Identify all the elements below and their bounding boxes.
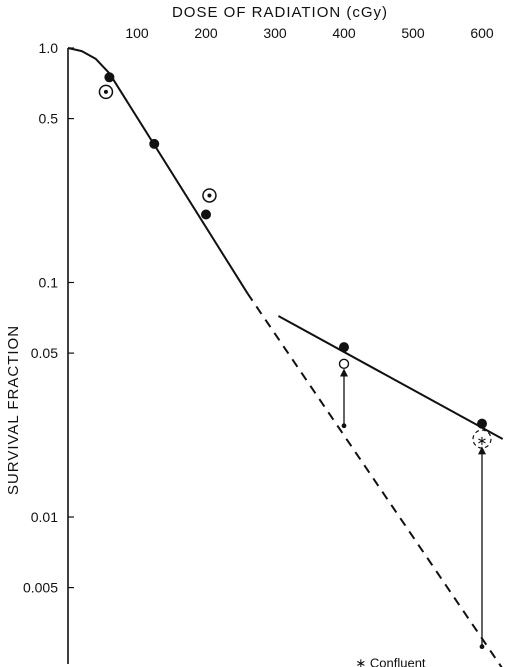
filled-data-point <box>477 418 487 429</box>
x-tick-label: 400 <box>332 25 356 41</box>
y-tick-label: 0.5 <box>39 111 59 127</box>
circled-dot-center <box>103 89 108 94</box>
circled-dot-center <box>207 193 212 198</box>
y-axis-title: SURVIVAL FRACTION <box>5 325 22 495</box>
confluent-marker <box>472 429 492 449</box>
x-tick-label: 300 <box>263 25 287 41</box>
x-axis-ticks: 100 200 300 400 500 600 <box>125 25 494 41</box>
y-tick-label: 0.1 <box>39 275 59 291</box>
x-tick-label: 200 <box>194 25 218 41</box>
chart-annotations: ∗ Confluent <box>355 655 426 667</box>
x-axis-title: DOSE OF RADIATION (cGy) <box>172 4 388 21</box>
open-data-point <box>338 358 350 370</box>
filled-data-point <box>104 72 115 83</box>
shift-arrows <box>340 368 486 647</box>
confluent-note: ∗ Confluent <box>355 655 426 667</box>
data-points: ∗ <box>98 72 492 650</box>
arrow-head <box>478 446 486 455</box>
dashed-extrapolation-line <box>246 292 503 667</box>
circled-dot-point <box>98 84 114 100</box>
x-tick-label: 600 <box>470 25 494 41</box>
filled-data-point <box>339 342 349 353</box>
circled-dot-point <box>202 188 217 203</box>
y-tick-label: 0.05 <box>31 345 58 361</box>
y-tick-label: 0.01 <box>31 509 58 525</box>
y-axis-ticks: 1.0 0.5 0.1 0.05 0.01 0.005 <box>23 40 74 596</box>
confluent-asterisk: ∗ <box>477 433 488 448</box>
x-tick-label: 500 <box>401 25 425 41</box>
survival-curve-line <box>277 315 504 440</box>
y-tick-label: 0.005 <box>23 580 58 596</box>
fitted-curves <box>67 47 504 667</box>
filled-data-point <box>149 138 160 149</box>
small-data-point <box>479 644 485 650</box>
small-data-point <box>341 423 347 429</box>
x-tick-label: 100 <box>125 25 149 41</box>
filled-data-point <box>201 209 211 220</box>
y-tick-label: 1.0 <box>39 40 59 56</box>
arrow-head <box>340 368 348 377</box>
survival-curve-line <box>67 47 249 294</box>
